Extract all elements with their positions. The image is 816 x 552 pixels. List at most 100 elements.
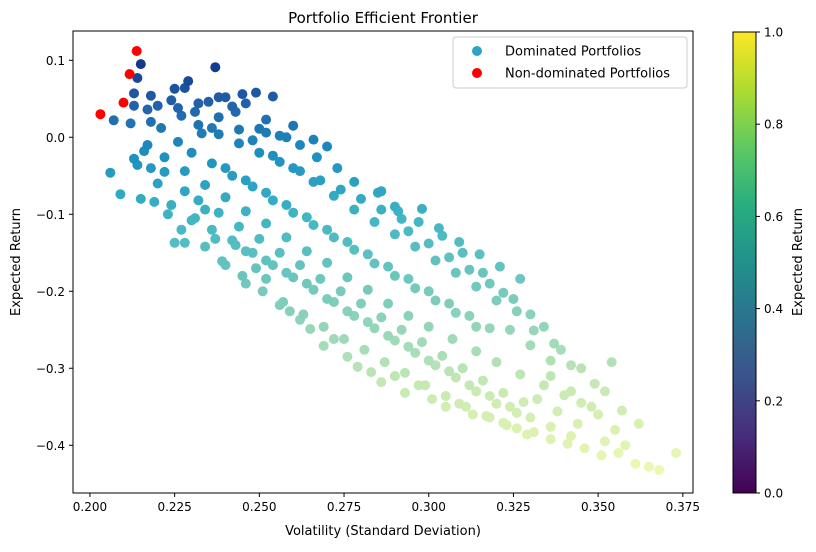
- dominated-point: [369, 258, 380, 269]
- dominated-point: [383, 298, 394, 309]
- dominated-point: [257, 286, 268, 297]
- dominated-point: [332, 163, 343, 174]
- legend-label-non-dominated: Non-dominated Portfolios: [505, 67, 670, 82]
- dominated-point: [484, 278, 495, 289]
- dominated-point: [183, 76, 194, 87]
- x-tick-label: 0.275: [327, 500, 361, 514]
- dominated-point: [261, 187, 272, 198]
- dominated-point: [633, 418, 644, 429]
- dominated-point: [410, 283, 421, 294]
- dominated-point: [467, 409, 478, 420]
- legend-frame: [452, 36, 688, 89]
- dominated-point: [206, 224, 217, 235]
- dominated-point: [220, 92, 231, 103]
- dominated-point: [654, 464, 665, 475]
- dominated-point: [450, 307, 461, 318]
- dominated-point: [278, 297, 289, 307]
- dominated-point: [376, 204, 387, 215]
- dominated-point: [484, 391, 495, 401]
- dominated-point: [403, 341, 414, 352]
- dominated-point: [630, 458, 641, 469]
- dominated-point: [498, 417, 509, 428]
- dominated-point: [471, 281, 482, 292]
- dominated-point: [447, 334, 458, 344]
- dominated-point: [596, 450, 607, 461]
- colorbar-tick-label: 0.6: [764, 210, 783, 224]
- dominated-point: [322, 224, 333, 235]
- dominated-point: [376, 312, 387, 323]
- dominated-point: [186, 147, 197, 158]
- dominated-point: [206, 123, 217, 133]
- dominated-point: [179, 237, 190, 248]
- dominated-point: [145, 116, 156, 127]
- dominated-point: [342, 272, 353, 283]
- dominated-point: [572, 418, 583, 429]
- dominated-point: [430, 255, 441, 266]
- dominated-point: [477, 267, 488, 278]
- dominated-point: [545, 421, 556, 432]
- dominated-point: [562, 438, 573, 449]
- dominated-point: [644, 461, 654, 472]
- x-tick-label: 0.375: [666, 500, 700, 514]
- dominated-point: [450, 372, 461, 383]
- dominated-point: [335, 286, 346, 297]
- plot-frame: [72, 30, 694, 494]
- dominated-point: [474, 249, 485, 260]
- x-tick-label: 0.250: [242, 500, 276, 514]
- dominated-point: [440, 401, 451, 412]
- dominated-point: [528, 427, 539, 438]
- dominated-point: [457, 247, 468, 258]
- dominated-point: [477, 375, 488, 386]
- dominated-point: [586, 401, 597, 412]
- dominated-point: [240, 206, 251, 217]
- dominated-point: [433, 223, 444, 234]
- colorbar-ticks: 0.0 0.2 0.4 0.6 0.8 1.0: [756, 26, 783, 501]
- dominated-point: [444, 252, 455, 263]
- dominated-point: [444, 298, 455, 309]
- dominated-point: [213, 129, 224, 140]
- dominated-point: [349, 204, 360, 215]
- dominated-point: [281, 267, 292, 278]
- dominated-point: [261, 114, 272, 125]
- dominated-point: [247, 135, 258, 146]
- dominated-point: [166, 95, 177, 106]
- dominated-point: [599, 436, 610, 447]
- x-tick-label: 0.200: [73, 500, 107, 514]
- dominated-point: [315, 273, 326, 284]
- dominated-point: [454, 237, 465, 247]
- plot-points: [95, 46, 682, 475]
- dominated-point: [145, 163, 156, 174]
- y-tick-label: −0.1: [36, 208, 65, 222]
- dominated-point: [515, 369, 526, 380]
- dominated-point: [566, 386, 576, 397]
- dominated-point: [288, 207, 299, 218]
- dominated-point: [234, 221, 244, 232]
- x-tick-label: 0.300: [412, 500, 446, 514]
- dominated-point: [555, 344, 566, 355]
- dominated-point: [125, 118, 136, 129]
- dominated-point: [498, 387, 509, 398]
- dominated-point: [423, 238, 434, 249]
- dominated-point: [450, 267, 461, 278]
- dominated-point: [389, 201, 400, 212]
- dominated-point: [525, 309, 536, 320]
- legend-marker-dominated: [472, 46, 482, 56]
- dominated-point: [159, 166, 170, 177]
- dominated-point: [135, 193, 146, 204]
- dominated-point: [342, 306, 353, 317]
- dominated-point: [234, 124, 244, 135]
- colorbar-label: Expected Return: [791, 208, 806, 316]
- dominated-point: [369, 217, 380, 227]
- y-tick-label: −0.4: [36, 439, 65, 453]
- dominated-point: [129, 153, 139, 164]
- dominated-point: [227, 170, 238, 181]
- dominated-point: [311, 152, 322, 163]
- dominated-point: [220, 192, 231, 203]
- dominated-point: [301, 246, 312, 257]
- dominated-point: [318, 321, 329, 332]
- dominated-point: [179, 166, 190, 177]
- dominated-point: [508, 294, 519, 304]
- dominated-point: [145, 90, 156, 101]
- dominated-point: [400, 367, 410, 378]
